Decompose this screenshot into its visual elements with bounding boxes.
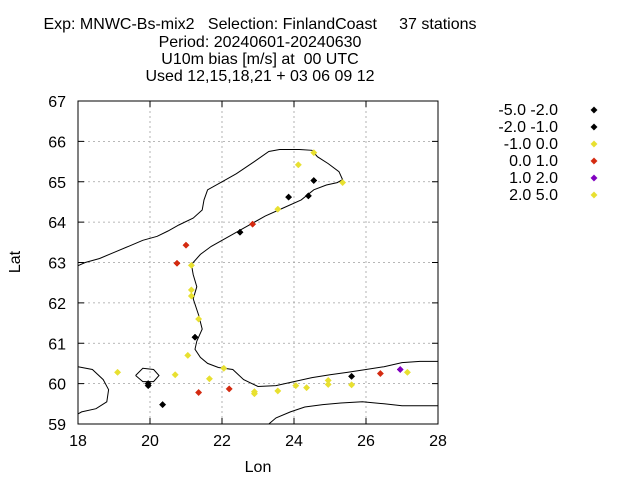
legend-marker [590, 191, 598, 199]
axis-ticks: 18 20 22 24 26 28 59 60 61 62 63 64 65 66 67 [48, 94, 447, 450]
legend-marker [590, 123, 598, 131]
x-tick-label: 24 [285, 433, 303, 450]
station-point [348, 372, 356, 380]
title-line-3: U10m bias [m/s] at 00 UTC [161, 51, 359, 68]
station-point [187, 292, 195, 300]
legend-label: 0.0 1.0 [509, 153, 558, 170]
coastline-segment [77, 366, 110, 415]
station-point [339, 179, 347, 187]
y-tick-label: 59 [48, 417, 66, 434]
station-point [304, 192, 312, 200]
station-point [250, 390, 258, 398]
x-tick-label: 20 [141, 433, 159, 450]
station-point [191, 333, 199, 341]
station-point [171, 371, 179, 379]
coastline-segment [135, 367, 160, 383]
coastline-segment [77, 149, 438, 388]
station-point [144, 382, 152, 390]
station-point [324, 380, 332, 388]
station-point [249, 220, 257, 228]
legend-label: 1.0 2.0 [509, 170, 558, 187]
station-point [403, 368, 411, 376]
legend-marker [590, 106, 598, 114]
coastline-segment [268, 401, 438, 425]
station-point [274, 205, 282, 213]
station-point [220, 364, 228, 372]
station-point [376, 369, 384, 378]
grid-lines [78, 101, 438, 424]
station-point [173, 259, 181, 267]
station-point [285, 193, 293, 201]
station-point [292, 382, 300, 390]
legend-marker [590, 174, 598, 182]
legend-marker [590, 157, 598, 165]
y-tick-label: 60 [48, 377, 66, 394]
legend: -5.0 -2.0-2.0 -1.0-1.0 0.00.0 1.01.0 2.0… [498, 102, 598, 204]
station-point [225, 385, 233, 393]
legend-label: -1.0 0.0 [504, 136, 558, 153]
station-point [182, 241, 190, 249]
station-point [205, 375, 213, 383]
y-tick-label: 64 [48, 215, 66, 232]
station-point [195, 315, 203, 323]
station-point [114, 368, 122, 376]
x-tick-label: 28 [429, 433, 447, 450]
station-point [294, 161, 302, 169]
coastline [77, 149, 438, 425]
station-point [159, 401, 167, 409]
x-tick-label: 22 [213, 433, 231, 450]
y-tick-label: 61 [48, 336, 66, 353]
legend-label: -2.0 -1.0 [498, 119, 558, 136]
x-axis-label: Lon [245, 459, 272, 476]
legend-label: -5.0 -2.0 [498, 102, 558, 119]
station-point [310, 176, 318, 185]
station-point [274, 387, 282, 395]
station-point [187, 261, 195, 269]
station-point [310, 149, 318, 157]
x-tick-label: 18 [69, 433, 87, 450]
y-tick-label: 65 [48, 175, 66, 192]
legend-marker [590, 140, 598, 148]
title-line-2: Period: 20240601-20240630 [158, 34, 362, 51]
legend-label: 2.0 5.0 [509, 187, 558, 204]
station-point [236, 228, 244, 236]
station-point [195, 388, 203, 397]
y-axis-label: Lat [7, 250, 24, 273]
station-point [396, 365, 404, 374]
title-line-4: Used 12,15,18,21 + 03 06 09 12 [145, 68, 375, 85]
y-tick-label: 62 [48, 296, 66, 313]
station-point [187, 286, 195, 294]
station-point [303, 384, 311, 392]
y-tick-label: 67 [48, 94, 66, 111]
station-point [348, 381, 356, 389]
x-tick-label: 26 [357, 433, 375, 450]
station-markers [114, 149, 411, 409]
station-point [184, 351, 192, 359]
y-tick-label: 63 [48, 256, 66, 273]
y-tick-label: 66 [48, 134, 66, 151]
title-line-1: Exp: MNWC-Bs-mix2 Selection: FinlandCoas… [43, 16, 477, 33]
